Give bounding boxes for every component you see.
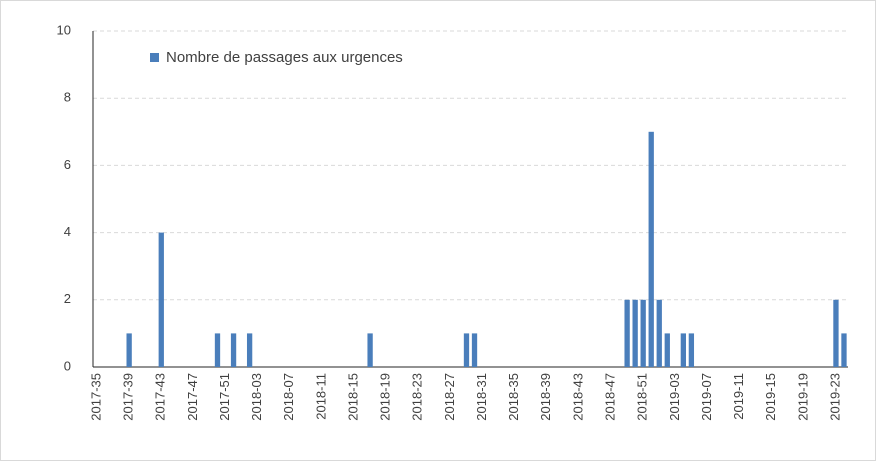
x-tick-label: 2017-51 xyxy=(217,373,232,421)
bar xyxy=(463,333,470,367)
bar xyxy=(656,299,662,367)
bar xyxy=(214,333,221,367)
x-tick-label: 2019-23 xyxy=(827,373,842,421)
x-tick-label: 2019-03 xyxy=(667,373,682,421)
bar xyxy=(126,333,132,367)
x-tick-label: 2018-35 xyxy=(506,373,521,421)
y-tick-label: 0 xyxy=(64,358,71,373)
legend-label: Nombre de passages aux urgences xyxy=(166,49,403,66)
x-tick-label: 2019-19 xyxy=(795,373,810,421)
bar xyxy=(833,299,839,367)
bar xyxy=(158,232,164,367)
x-tick-label: 2018-19 xyxy=(378,373,393,421)
bar xyxy=(230,333,237,367)
x-tick-label: 2017-47 xyxy=(185,373,200,421)
bar xyxy=(471,333,478,367)
x-tick-label: 2018-47 xyxy=(602,373,617,421)
y-tick-label: 6 xyxy=(64,157,71,172)
y-tick-label: 8 xyxy=(64,90,71,105)
x-tick-label: 2018-51 xyxy=(635,373,650,421)
bar xyxy=(246,333,253,367)
x-tick-label: 2019-15 xyxy=(763,373,778,421)
x-tick-label: 2018-27 xyxy=(442,373,457,421)
y-tick-label: 2 xyxy=(64,291,71,306)
y-tick-label: 4 xyxy=(64,224,71,239)
bar xyxy=(841,333,847,367)
x-tick-label: 2018-11 xyxy=(313,373,328,420)
bar xyxy=(367,333,373,367)
x-tick-label: 2018-07 xyxy=(281,373,296,421)
bar xyxy=(648,131,654,367)
bar xyxy=(624,299,630,367)
legend-swatch xyxy=(150,53,159,62)
x-tick-label: 2018-39 xyxy=(538,373,553,421)
x-tick-label: 2018-15 xyxy=(345,373,360,421)
x-tick-label: 2018-43 xyxy=(570,373,585,421)
x-tick-label: 2018-03 xyxy=(249,373,264,421)
y-tick-label: 10 xyxy=(57,22,71,37)
x-tick-label: 2018-23 xyxy=(410,373,425,421)
x-tick-label: 2017-39 xyxy=(121,373,136,421)
bar xyxy=(640,299,646,367)
x-tick-label: 2018-31 xyxy=(474,373,489,421)
bar xyxy=(632,299,638,367)
x-tick-label: 2017-35 xyxy=(88,373,103,421)
bar xyxy=(688,333,695,367)
bar xyxy=(664,333,670,367)
x-tick-label: 2017-43 xyxy=(153,373,168,421)
x-tick-label: 2019-11 xyxy=(731,373,746,420)
bar xyxy=(680,333,686,367)
x-tick-label: 2019-07 xyxy=(699,373,714,421)
